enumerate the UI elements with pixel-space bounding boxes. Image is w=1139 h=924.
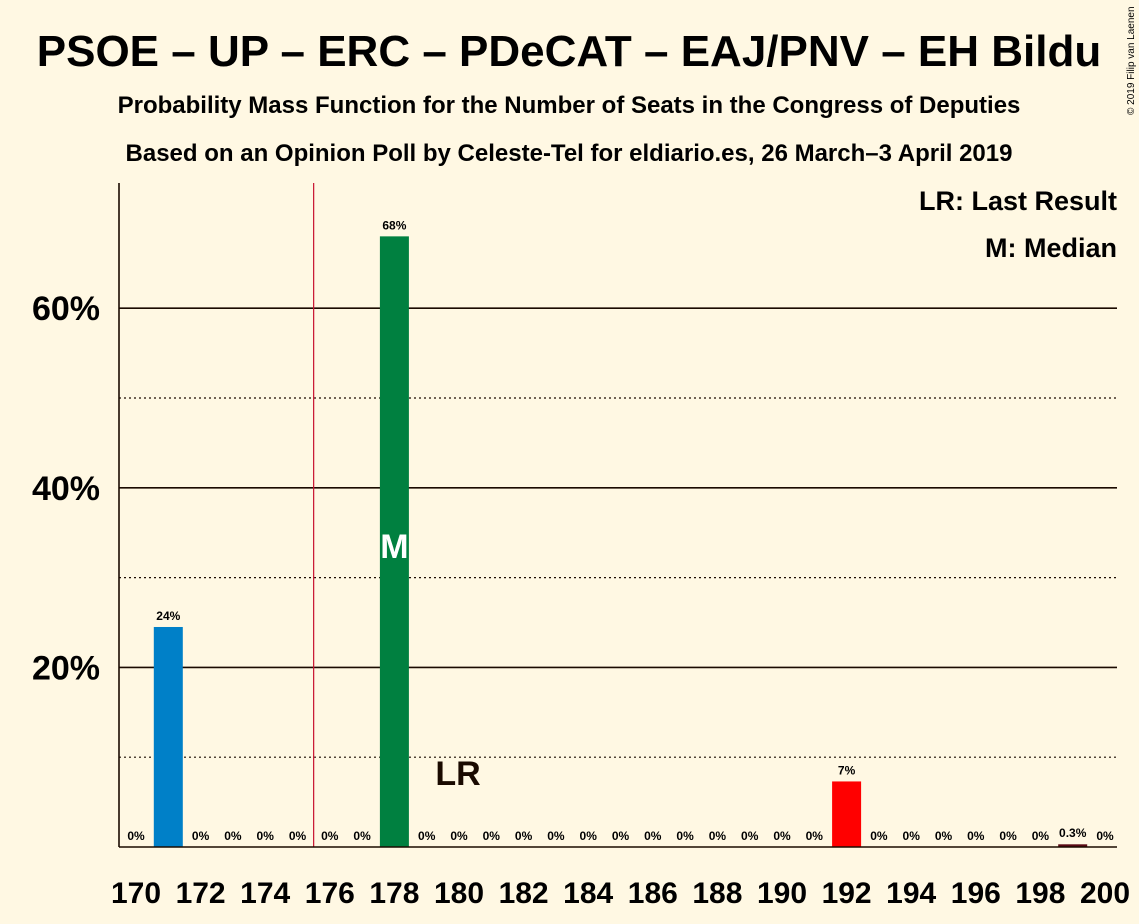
x-tick-label: 178	[369, 877, 419, 910]
bar-label: 0%	[870, 829, 888, 843]
x-tick-label: 196	[951, 877, 1001, 910]
bar-label: 0%	[935, 829, 953, 843]
bar-label: 0%	[515, 829, 533, 843]
bar-label: 0%	[676, 829, 694, 843]
y-tick-label: 60%	[32, 290, 100, 328]
bar-label: 0%	[741, 829, 759, 843]
bar-label: 0%	[353, 829, 371, 843]
x-tick-label: 174	[240, 877, 290, 910]
x-tick-label: 176	[305, 877, 355, 910]
x-tick-label: 200	[1080, 877, 1130, 910]
chart-title: PSOE – UP – ERC – PDeCAT – EAJ/PNV – EH …	[37, 27, 1101, 76]
bar-label: 0%	[321, 829, 339, 843]
bar-label: 0%	[224, 829, 242, 843]
legend-last-result: LR: Last Result	[919, 186, 1117, 216]
bar-label: 0%	[418, 829, 436, 843]
chart-subtitle: Probability Mass Function for the Number…	[118, 92, 1021, 119]
x-tick-label: 190	[757, 877, 807, 910]
x-tick-label: 172	[176, 877, 226, 910]
chart-source: Based on an Opinion Poll by Celeste-Tel …	[126, 140, 1013, 167]
bar	[832, 781, 862, 847]
bar-label: 0%	[1032, 829, 1050, 843]
bar-label: 0%	[644, 829, 662, 843]
bar-label: 0%	[709, 829, 727, 843]
bar	[153, 626, 183, 847]
legend-median: M: Median	[985, 233, 1117, 263]
x-tick-label: 184	[563, 877, 613, 910]
bar-label: 7%	[838, 763, 856, 777]
bar-label: 0.3%	[1059, 826, 1087, 840]
last-result-marker: LR	[435, 755, 480, 793]
copyright: © 2019 Filip van Laenen	[1126, 6, 1137, 115]
grid	[119, 183, 1117, 847]
bar-label: 0%	[773, 829, 791, 843]
bar-label: 24%	[156, 609, 180, 623]
x-tick-label: 186	[628, 877, 678, 910]
y-tick-label: 40%	[32, 470, 100, 508]
bar-label: 0%	[547, 829, 565, 843]
x-tick-label: 170	[111, 877, 161, 910]
bar-label: 0%	[127, 829, 145, 843]
bars: 0% 24% 0% 0% 0% 0% 0% 0% 68% 0% 0% 0% 0% 0% 0% 0% 0% 0% 0%…	[127, 218, 1114, 848]
bar-label: 68%	[382, 218, 406, 232]
x-tick-label: 198	[1015, 877, 1065, 910]
bar-label: 0%	[257, 829, 275, 843]
bar-label: 0%	[192, 829, 210, 843]
bar-label: 0%	[806, 829, 824, 843]
bar-label: 0%	[612, 829, 630, 843]
bar-label: 0%	[903, 829, 921, 843]
x-tick-label: 188	[692, 877, 742, 910]
axes: 20% 40% 60% 170 172 174 176 178 180 182 184 186 188 1…	[32, 183, 1130, 910]
bar-label: 0%	[967, 829, 985, 843]
median-marker: M	[380, 528, 408, 566]
bar-label: 0%	[580, 829, 598, 843]
bar-label: 0%	[1096, 829, 1114, 843]
y-tick-label: 20%	[32, 649, 100, 687]
bar-label: 0%	[483, 829, 501, 843]
x-tick-label: 180	[434, 877, 484, 910]
x-tick-label: 194	[886, 877, 936, 910]
bar	[379, 236, 409, 848]
bar	[1058, 844, 1088, 847]
bar-label: 0%	[999, 829, 1017, 843]
x-tick-label: 182	[499, 877, 549, 910]
x-tick-label: 192	[822, 877, 872, 910]
bar-label: 0%	[450, 829, 468, 843]
bar-label: 0%	[289, 829, 307, 843]
